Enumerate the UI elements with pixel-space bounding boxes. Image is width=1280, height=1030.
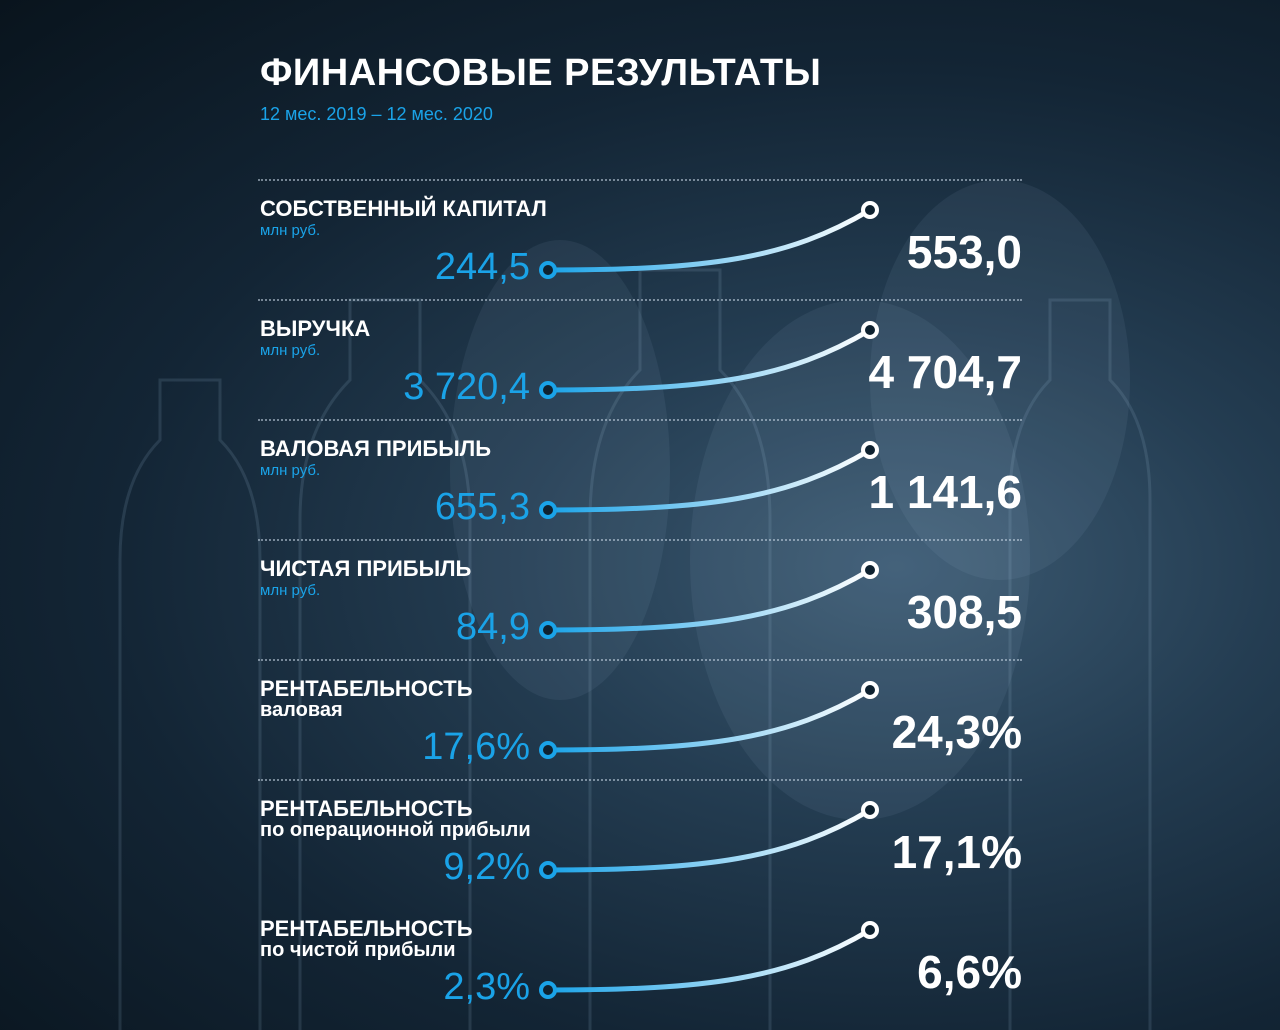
start-dot (539, 981, 557, 999)
growth-curve (539, 681, 879, 759)
metric-name: СОБСТВЕННЫЙ КАПИТАЛ (260, 196, 547, 221)
start-dot (539, 621, 557, 639)
curve-line (545, 207, 873, 273)
metric-row-gross-profit: ВАЛОВАЯ ПРИБЫЛЬ млн руб. 655,3 1 141,6 (258, 419, 1022, 539)
previous-value: 244,5 (434, 246, 530, 288)
growth-curve (539, 441, 879, 519)
end-dot (861, 321, 879, 339)
metric-unit: млн руб. (260, 582, 321, 599)
start-dot (539, 261, 557, 279)
metric-unit: млн руб. (260, 462, 321, 479)
metric-unit: млн руб. (260, 342, 321, 359)
end-dot (861, 681, 879, 699)
end-dot (861, 921, 879, 939)
metric-row-equity: СОБСТВЕННЫЙ КАПИТАЛ млн руб. 244,5 553,0 (258, 179, 1022, 299)
period-subtitle: 12 мес. 2019 – 12 мес. 2020 (260, 104, 493, 124)
current-value: 553,0 (906, 226, 1022, 278)
previous-value: 2,3% (443, 966, 530, 1008)
end-dot (861, 801, 879, 819)
metric-subtitle: валовая (260, 699, 343, 721)
current-value: 17,1% (891, 826, 1022, 878)
start-dot (539, 381, 557, 399)
row-divider (258, 419, 1022, 421)
row-divider (258, 779, 1022, 781)
growth-curve (539, 201, 879, 279)
previous-value: 84,9 (456, 606, 530, 648)
previous-value: 655,3 (434, 486, 530, 528)
metric-unit: млн руб. (260, 222, 321, 239)
curve-line (545, 447, 873, 513)
page-title: ФИНАНСОВЫЕ РЕЗУЛЬТАТЫ (260, 52, 822, 94)
end-dot (861, 201, 879, 219)
previous-value: 9,2% (443, 846, 530, 888)
curve-line (545, 927, 873, 993)
growth-curve (539, 921, 879, 999)
current-value: 6,6% (917, 946, 1022, 998)
previous-value: 17,6% (422, 726, 530, 768)
curve-line (545, 567, 873, 633)
end-dot (861, 561, 879, 579)
start-dot (539, 861, 557, 879)
row-divider (258, 299, 1022, 301)
metric-name: РЕНТАБЕЛЬНОСТЬ (260, 676, 473, 701)
end-dot (861, 441, 879, 459)
row-divider (258, 539, 1022, 541)
metric-row-revenue: ВЫРУЧКА млн руб. 3 720,4 4 704,7 (258, 299, 1022, 419)
row-divider (258, 659, 1022, 661)
metric-row-gross-margin: РЕНТАБЕЛЬНОСТЬ валовая 17,6% 24,3% (258, 659, 1022, 779)
current-value: 24,3% (891, 706, 1022, 758)
previous-value: 3 720,4 (403, 366, 530, 408)
metric-name: РЕНТАБЕЛЬНОСТЬ (260, 916, 473, 941)
growth-curve (539, 801, 879, 879)
metric-name: РЕНТАБЕЛЬНОСТЬ (260, 796, 473, 821)
curve-line (545, 327, 873, 393)
growth-curve (539, 561, 879, 639)
metric-row-net-margin: РЕНТАБЕЛЬНОСТЬ по чистой прибыли 2,3% 6,… (258, 899, 1022, 1019)
current-value: 4 704,7 (868, 346, 1022, 398)
current-value: 1 141,6 (868, 466, 1022, 518)
curve-line (545, 807, 873, 873)
row-divider (258, 179, 1022, 181)
start-dot (539, 741, 557, 759)
metric-name: ЧИСТАЯ ПРИБЫЛЬ (260, 556, 472, 581)
curve-line (545, 687, 873, 753)
current-value: 308,5 (906, 586, 1022, 638)
metric-name: ВАЛОВАЯ ПРИБЫЛЬ (260, 436, 491, 461)
metric-subtitle: по чистой прибыли (260, 939, 456, 961)
start-dot (539, 501, 557, 519)
metric-subtitle: по операционной прибыли (260, 819, 531, 841)
growth-curve (539, 321, 879, 399)
metric-row-net-profit: ЧИСТАЯ ПРИБЫЛЬ млн руб. 84,9 308,5 (258, 539, 1022, 659)
metric-row-operating-margin: РЕНТАБЕЛЬНОСТЬ по операционной прибыли 9… (258, 779, 1022, 899)
metric-name: ВЫРУЧКА (260, 316, 371, 341)
